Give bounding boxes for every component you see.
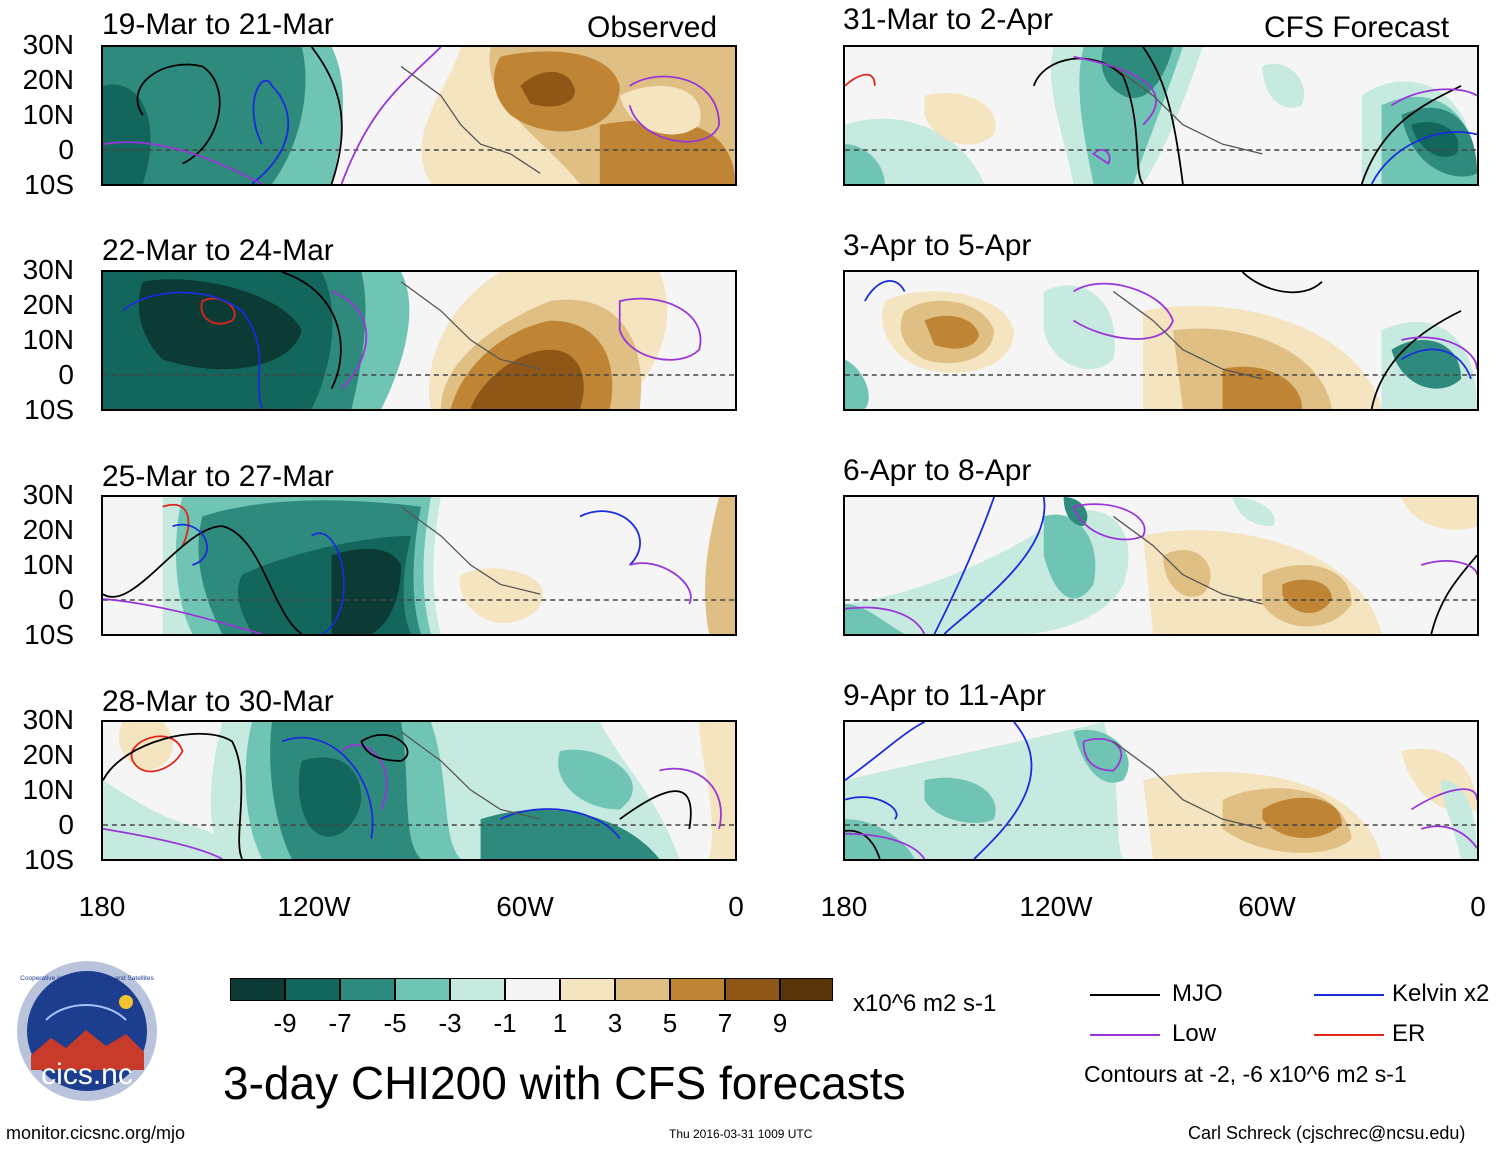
colorbar-swatch [780, 978, 833, 1001]
map-panel-4 [101, 720, 737, 861]
panel-title-6: 3-Apr to 5-Apr [843, 229, 1032, 262]
colorbar-label: 1 [552, 1008, 568, 1038]
colorbar-label: -1 [493, 1008, 517, 1038]
lon-tick: 120W [1019, 891, 1093, 922]
colorbar-label: 7 [717, 1008, 733, 1038]
colorbar-label: 3 [607, 1008, 623, 1038]
colorbar-swatch [560, 978, 615, 1001]
lat-tick: 0 [58, 134, 74, 165]
colorbar-swatch [395, 978, 450, 1001]
panel-title-4: 28-Mar to 30-Mar [102, 685, 334, 718]
lon-tick: 60W [496, 891, 554, 922]
lon-tick: 60W [1238, 891, 1296, 922]
colorbar-label: -9 [273, 1008, 297, 1038]
lat-tick: 10S [24, 169, 74, 200]
observed-label: Observed [587, 11, 718, 44]
logo-ring-text: Cooperative Institute for Climate and Sa… [20, 975, 154, 982]
lon-tick: 0 [1470, 891, 1486, 922]
legend-low-line [1090, 1034, 1160, 1036]
colorbar-label: -7 [328, 1008, 352, 1038]
lat-tick: 20N [22, 514, 74, 545]
legend-kelvin-label: Kelvin x2 [1392, 980, 1490, 1007]
footer-author: Carl Schreck (cjschrec@ncsu.edu) [1188, 1123, 1466, 1143]
colorbar-swatch [505, 978, 560, 1001]
panel-title-3: 25-Mar to 27-Mar [102, 460, 334, 493]
colorbar-swatch [615, 978, 670, 1001]
legend-er-label: ER [1392, 1020, 1426, 1047]
lat-tick: 30N [22, 479, 74, 510]
colorbar-label: -5 [383, 1008, 407, 1038]
lat-tick: 10S [24, 844, 74, 875]
lat-tick: 20N [22, 289, 74, 320]
lat-tick: 0 [58, 359, 74, 390]
lat-tick: 10N [22, 324, 74, 355]
legend-mjo-line [1090, 994, 1160, 996]
lat-tick: 10N [22, 774, 74, 805]
colorbar-label: 9 [772, 1008, 788, 1038]
map-panel-8 [843, 720, 1479, 861]
cfs-forecast-label: CFS Forecast [1264, 11, 1450, 44]
legend-kelvin-line [1314, 994, 1384, 996]
lat-tick: 20N [22, 64, 74, 95]
map-panel-3 [101, 495, 737, 636]
map-panel-1 [101, 45, 737, 186]
map-panel-5 [843, 45, 1479, 186]
lat-tick: 10S [24, 394, 74, 425]
lon-tick: 0 [728, 891, 744, 922]
panel-title-5: 31-Mar to 2-Apr [843, 3, 1054, 36]
footer-timestamp: Thu 2016-03-31 1009 UTC [669, 1127, 813, 1141]
cics-logo: cics.nc Cooperative Institute for Climat… [16, 960, 158, 1102]
contours-note: Contours at -2, -6 x10^6 m2 s-1 [1084, 1061, 1407, 1087]
lat-tick: 30N [22, 254, 74, 285]
colorbar-label: -3 [438, 1008, 462, 1038]
lat-tick: 0 [58, 809, 74, 840]
lon-tick: 180 [78, 891, 126, 922]
footer-url: monitor.cicsnc.org/mjo [6, 1123, 186, 1143]
colorbar-swatch [285, 978, 340, 1001]
panel-title-2: 22-Mar to 24-Mar [102, 234, 334, 267]
legend-mjo-label: MJO [1172, 980, 1223, 1007]
lon-tick: 120W [277, 891, 351, 922]
map-panel-6 [843, 270, 1479, 411]
panel-title-1: 19-Mar to 21-Mar [102, 8, 334, 41]
colorbar-swatch [670, 978, 725, 1001]
colorbar-swatch [725, 978, 780, 1001]
colorbar-units: x10^6 m2 s-1 [853, 990, 997, 1017]
lat-tick: 10N [22, 549, 74, 580]
colorbar-swatch [230, 978, 285, 1001]
map-panel-7 [843, 495, 1479, 636]
legend-low-label: Low [1172, 1020, 1217, 1047]
main-title: 3-day CHI200 with CFS forecasts [223, 1057, 906, 1109]
panel-title-8: 9-Apr to 11-Apr [843, 679, 1046, 712]
colorbar-swatch [450, 978, 505, 1001]
lat-tick: 10N [22, 99, 74, 130]
lat-tick: 0 [58, 584, 74, 615]
lon-tick: 180 [820, 891, 868, 922]
lat-tick: 20N [22, 739, 74, 770]
panel-title-7: 6-Apr to 8-Apr [843, 454, 1032, 487]
colorbar-label: 5 [662, 1008, 678, 1038]
map-panel-2 [101, 270, 737, 411]
logo-text: cics.nc [41, 1058, 133, 1091]
lat-tick: 30N [22, 704, 74, 735]
lat-tick: 30N [22, 29, 74, 60]
colorbar-swatch [340, 978, 395, 1001]
legend-er-line [1314, 1034, 1384, 1036]
lat-tick: 10S [24, 619, 74, 650]
